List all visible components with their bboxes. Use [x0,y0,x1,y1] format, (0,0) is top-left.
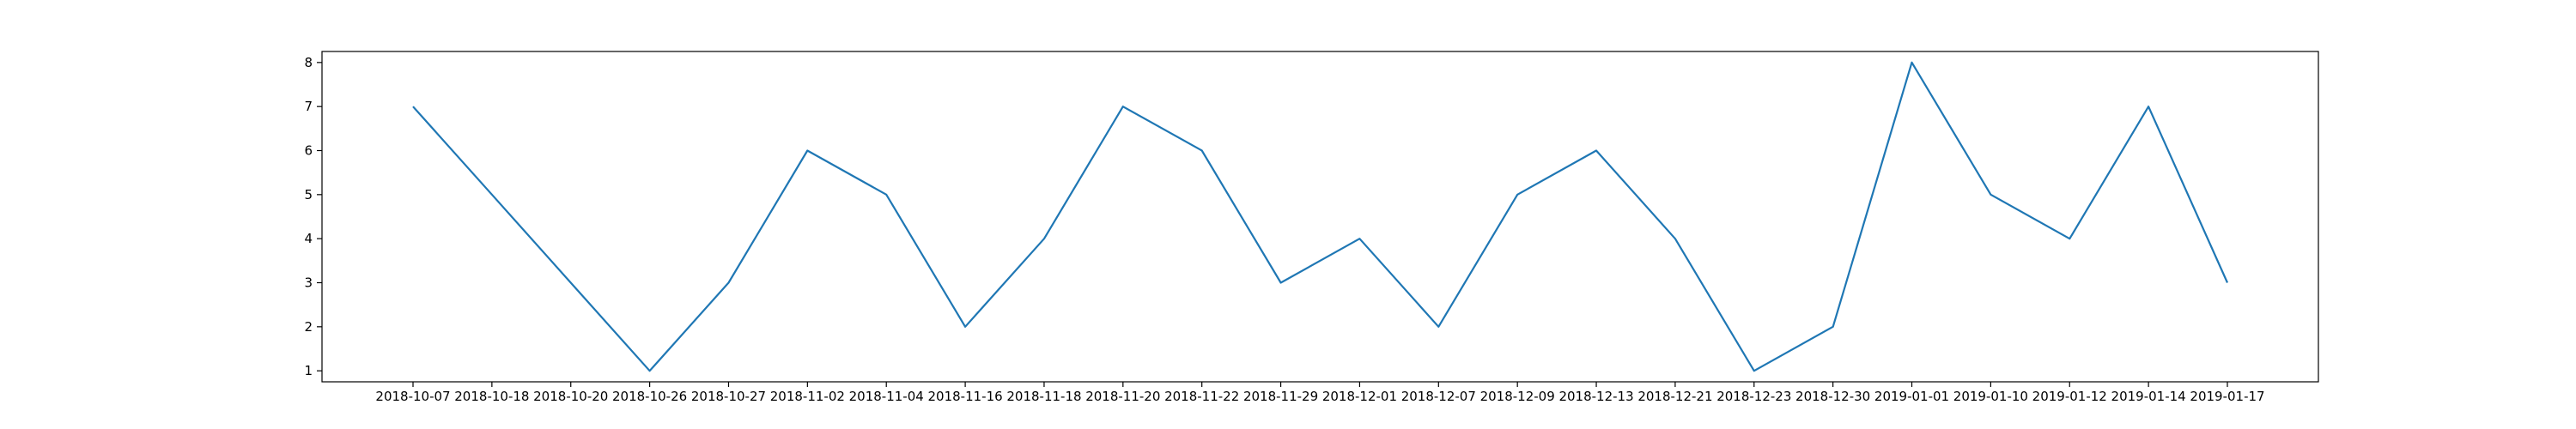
y-tick-label: 7 [304,99,313,114]
axis-ticks: 2018-10-07 2018-10-18 2018-10-20 2018-10-26… [304,55,2264,404]
x-tick-label: 2018-11-02 [770,389,845,404]
x-tick-label: 2018-11-16 [927,389,1002,404]
y-tick-label: 8 [304,55,313,70]
x-tick-label: 2018-12-13 [1558,389,1633,404]
x-tick-label: 2019-01-10 [1953,389,2028,404]
x-tick-label: 2018-11-22 [1164,389,1239,404]
x-tick-label: 2018-10-18 [454,389,529,404]
x-tick-label: 2018-12-23 [1716,389,1791,404]
x-tick-label: 2018-11-29 [1243,389,1318,404]
y-tick-label: 5 [304,187,313,202]
x-tick-label: 2018-11-04 [849,389,924,404]
x-tick-label: 2019-01-01 [1874,389,1949,404]
x-tick-label: 2018-10-07 [375,389,450,404]
x-tick-label: 2019-01-17 [2190,389,2264,404]
x-tick-label: 2018-10-26 [612,389,687,404]
x-tick-label: 2018-11-18 [1006,389,1081,404]
y-tick-label: 3 [304,275,313,291]
x-tick-label: 2018-12-21 [1637,389,1712,404]
x-tick-label: 2018-12-30 [1795,389,1870,404]
x-tick-label: 2018-10-20 [533,389,608,404]
plot-area-frame [321,51,2319,383]
x-tick-label: 2018-12-07 [1401,389,1476,404]
y-tick-label: 2 [304,319,313,335]
series-line [412,61,2229,372]
y-tick-label: 6 [304,143,313,159]
y-tick-label: 4 [304,231,313,246]
x-tick-label: 2018-12-09 [1480,389,1555,404]
x-tick-label: 2019-01-14 [2111,389,2186,404]
x-tick-label: 2018-10-27 [691,389,766,404]
x-tick-label: 2019-01-12 [2032,389,2107,404]
x-tick-label: 2018-12-01 [1322,389,1397,404]
x-tick-label: 2018-11-20 [1085,389,1160,404]
y-tick-label: 1 [304,363,313,378]
